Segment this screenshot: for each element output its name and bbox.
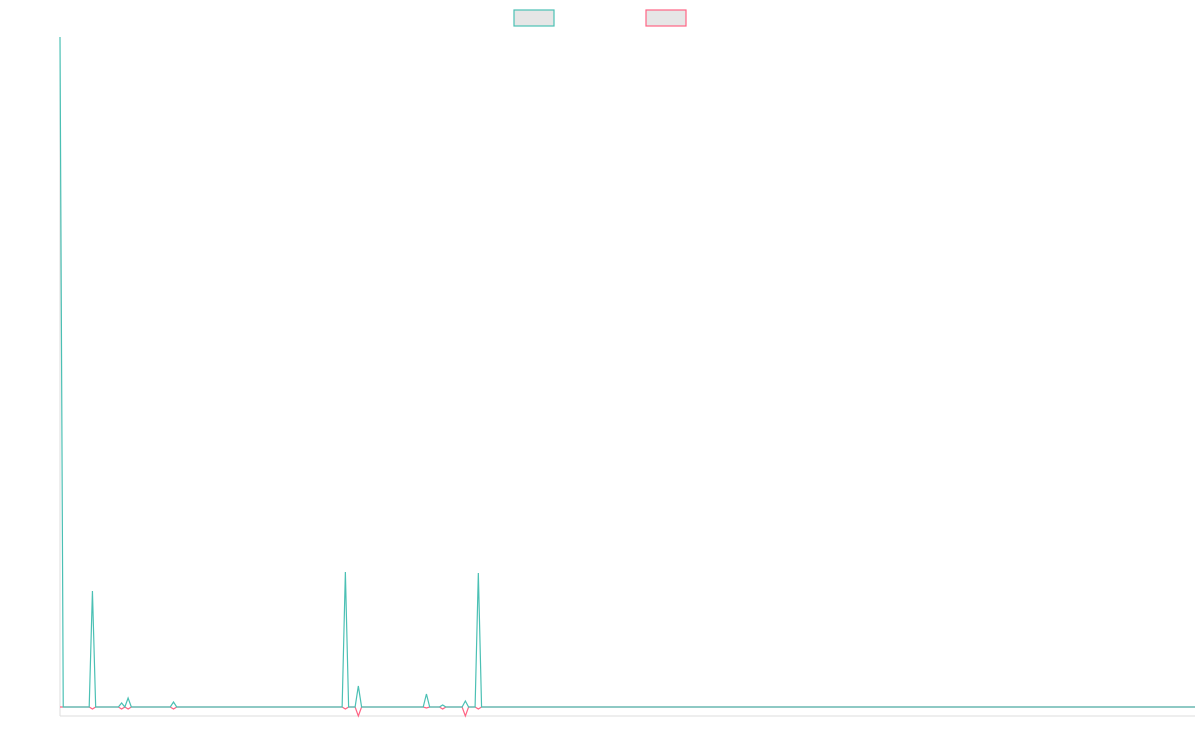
series-line — [59, 36, 1195, 709]
legend-swatch[interactable] — [513, 9, 555, 27]
legend-swatch[interactable] — [645, 9, 687, 27]
series-line — [60, 706, 1195, 718]
